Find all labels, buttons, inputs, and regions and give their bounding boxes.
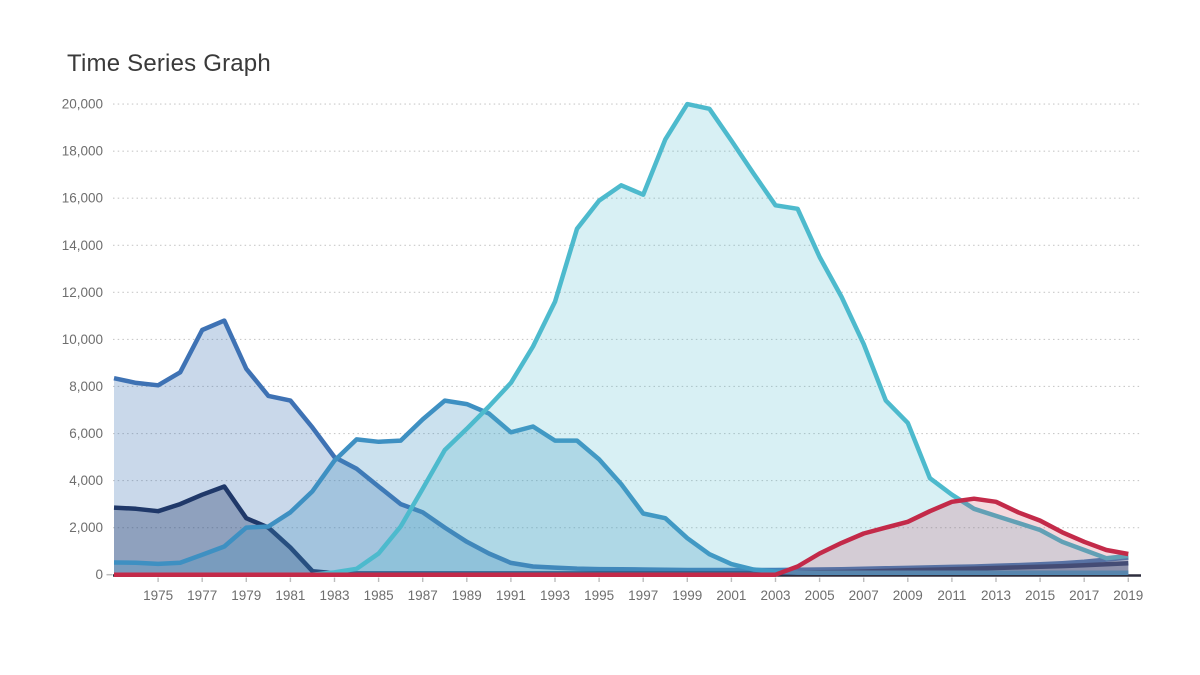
y-axis-label: 20,000 bbox=[62, 97, 103, 112]
y-axis-label: 12,000 bbox=[62, 285, 103, 300]
y-axis-label: 4,000 bbox=[69, 473, 103, 488]
x-axis-label: 1995 bbox=[584, 588, 614, 603]
x-axis-label: 2009 bbox=[893, 588, 923, 603]
line-series-steel-blue bbox=[113, 398, 1129, 575]
x-axis-label: 2007 bbox=[849, 588, 879, 603]
x-axis-label: 1997 bbox=[628, 588, 658, 603]
x-axis-label: 1991 bbox=[496, 588, 526, 603]
y-axis-label: 18,000 bbox=[62, 144, 103, 159]
y-axis-label: 6,000 bbox=[69, 426, 103, 441]
x-axis-label: 1979 bbox=[231, 588, 261, 603]
x-axis-label: 1975 bbox=[143, 588, 173, 603]
x-axis-label: 2011 bbox=[937, 588, 966, 603]
x-axis-label: 1983 bbox=[319, 588, 349, 603]
x-axis-label: 1993 bbox=[540, 588, 570, 603]
x-axis-label: 2017 bbox=[1069, 588, 1099, 603]
y-axis-label: 16,000 bbox=[62, 191, 103, 206]
line-series-crimson bbox=[114, 496, 1129, 577]
x-axis-label: 2013 bbox=[981, 588, 1011, 603]
x-axis-label: 2005 bbox=[805, 588, 835, 603]
y-axis-label: 2,000 bbox=[69, 520, 103, 535]
x-axis-label: 1999 bbox=[672, 588, 702, 603]
y-axis-label: 14,000 bbox=[62, 238, 103, 253]
x-axis-label: 2019 bbox=[1113, 588, 1143, 603]
x-axis-label: 1977 bbox=[187, 588, 217, 603]
area-series-navy bbox=[114, 486, 1129, 575]
y-axis-label: 8,000 bbox=[69, 379, 103, 394]
area-series-crimson bbox=[114, 498, 1129, 575]
x-axis-label: 1981 bbox=[275, 588, 305, 603]
x-axis-label: 1985 bbox=[364, 588, 394, 603]
x-axis-label: 1989 bbox=[452, 588, 482, 603]
x-axis-label: 2003 bbox=[760, 588, 790, 603]
x-axis-label: 1987 bbox=[408, 588, 438, 603]
x-axis-label: 2001 bbox=[716, 588, 746, 603]
x-axis-label: 2015 bbox=[1025, 588, 1055, 603]
area-series-teal bbox=[114, 104, 1129, 575]
chart-title: Time Series Graph bbox=[67, 50, 271, 77]
y-axis-label: 10,000 bbox=[62, 332, 103, 347]
y-axis-label: 0 bbox=[95, 567, 103, 582]
area-series-blue bbox=[114, 320, 1129, 575]
